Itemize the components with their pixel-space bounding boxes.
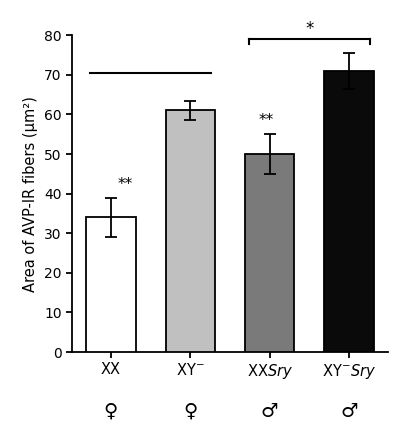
Y-axis label: Area of AVP-IR fibers (μm²): Area of AVP-IR fibers (μm²) [24, 95, 38, 292]
Bar [166, 110, 215, 352]
Text: ♀: ♀ [104, 402, 118, 421]
Text: **: ** [258, 113, 273, 128]
Text: ♂: ♂ [261, 402, 278, 421]
Text: *: * [305, 20, 314, 38]
Text: ♀: ♀ [183, 402, 198, 421]
Text: **: ** [118, 176, 133, 191]
Bar [324, 71, 374, 352]
Bar [86, 217, 136, 352]
Text: ♂: ♂ [340, 402, 358, 421]
Bar [245, 154, 294, 352]
